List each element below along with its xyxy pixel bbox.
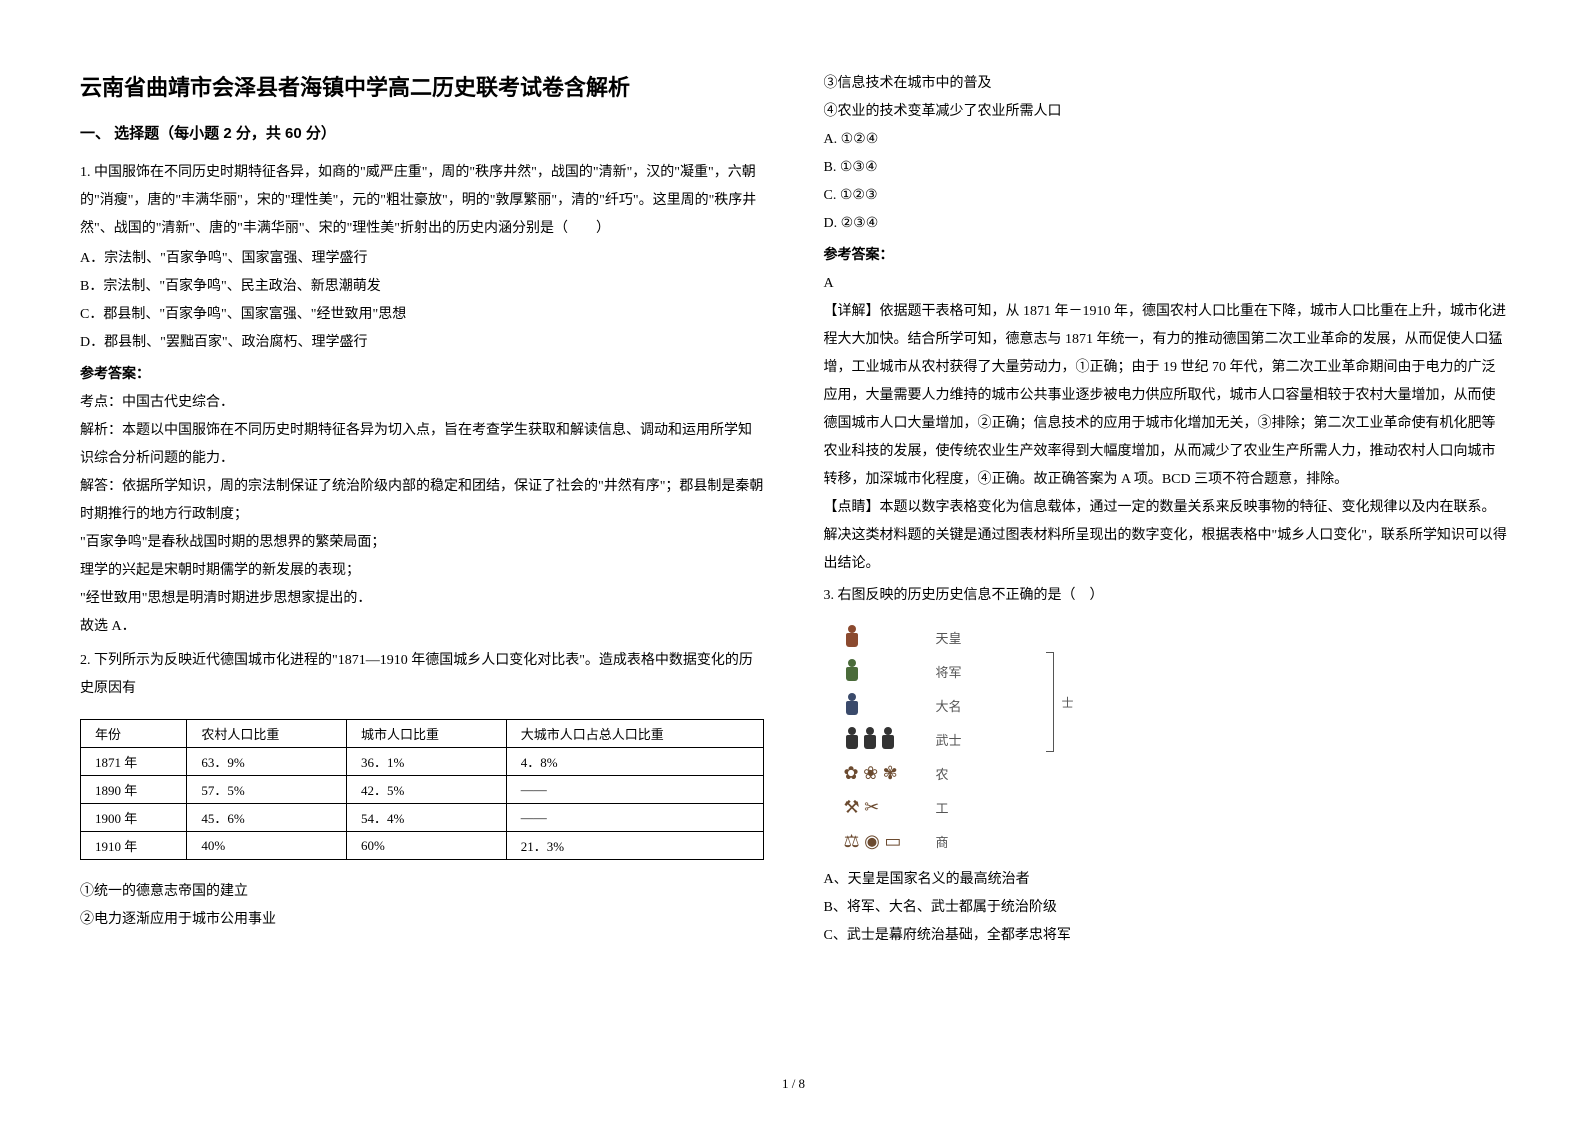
table-cell: 1900 年	[81, 804, 187, 832]
q1-explain-0: 考点：中国古代史综合．	[80, 389, 764, 417]
q3-choice-b: B、将军、大名、武士都属于统治阶级	[824, 894, 1508, 922]
q2-choice-a: A. ①②④	[824, 126, 1508, 154]
diagram-label-5: 工	[936, 798, 949, 817]
emperor-icon	[844, 625, 924, 649]
q2-item-1: ①统一的德意志帝国的建立	[80, 878, 764, 906]
q1-explain-2: 解答：依据所学知识，周的宗法制保证了统治阶级内部的稳定和团结，保证了社会的"井然…	[80, 473, 764, 529]
table-cell: 40%	[187, 832, 347, 860]
table-row: 1871 年 63．9% 36．1% 4．8%	[81, 748, 764, 776]
table-row: 1890 年 57．5% 42．5% ——	[81, 776, 764, 804]
q2-item-4: ④农业的技术变革减少了农业所需人口	[824, 98, 1508, 126]
table-row: 1910 年 40% 60% 21．3%	[81, 832, 764, 860]
table-cell: 60%	[347, 832, 507, 860]
samurai-icon	[844, 727, 924, 751]
table-cell: 63．9%	[187, 748, 347, 776]
merchant-icon: ⚖ ◉ ▭	[844, 831, 924, 852]
diagram-row-emperor: 天皇	[844, 620, 1084, 654]
diagram-row-samurai: 武士	[844, 722, 1084, 756]
q3-choice-a: A、天皇是国家名义的最高统治者	[824, 866, 1508, 894]
table-row: 1900 年 45．6% 54．4% ——	[81, 804, 764, 832]
table-cell: 1871 年	[81, 748, 187, 776]
diagram-label-6: 商	[936, 832, 949, 851]
diagram-row-daimyo: 大名	[844, 688, 1084, 722]
table-cell: 1910 年	[81, 832, 187, 860]
q1-choice-c: C．郡县制、"百家争鸣"、国家富强、"经世致用"思想	[80, 301, 764, 329]
q2-table: 年份 农村人口比重 城市人口比重 大城市人口占总人口比重 1871 年 63．9…	[80, 719, 764, 860]
table-cell: 21．3%	[506, 832, 763, 860]
q1-stem: 1. 中国服饰在不同历史时期特征各异，如商的"威严庄重"，周的"秩序井然"，战国…	[80, 159, 764, 243]
q2-answer-label: 参考答案：	[824, 244, 1508, 264]
q1-explain-1: 解析：本题以中国服饰在不同历史时期特征各异为切入点，旨在考查学生获取和解读信息、…	[80, 417, 764, 473]
table-header-row: 年份 农村人口比重 城市人口比重 大城市人口占总人口比重	[81, 720, 764, 748]
q2-item-2: ②电力逐渐应用于城市公用事业	[80, 906, 764, 934]
diagram-row-merchant: ⚖ ◉ ▭ 商	[844, 824, 1084, 858]
table-cell: 4．8%	[506, 748, 763, 776]
q2-stem: 2. 下列所示为反映近代德国城市化进程的"1871—1910 年德国城乡人口变化…	[80, 647, 764, 703]
q1-explain-4: 理学的兴起是宋朝时期儒学的新发展的表现；	[80, 557, 764, 585]
q2-answer: A	[824, 270, 1508, 298]
table-col-3: 大城市人口占总人口比重	[506, 720, 763, 748]
diagram-row-shogun: 将军	[844, 654, 1084, 688]
table-cell: ——	[506, 804, 763, 832]
diagram-row-craftsman: ⚒ ✂ 工	[844, 790, 1084, 824]
table-cell: 57．5%	[187, 776, 347, 804]
table-cell: ——	[506, 776, 763, 804]
table-cell: 36．1%	[347, 748, 507, 776]
shogun-icon	[844, 659, 924, 683]
section-heading: 一、 选择题（每小题 2 分，共 60 分）	[80, 122, 764, 143]
table-cell: 54．4%	[347, 804, 507, 832]
q2-explain-0: 【详解】依据题干表格可知，从 1871 年－1910 年，德国农村人口比重在下降…	[824, 298, 1508, 494]
right-column: ③信息技术在城市中的普及 ④农业的技术变革减少了农业所需人口 A. ①②④ B.…	[824, 70, 1508, 1092]
craftsman-icon: ⚒ ✂	[844, 797, 924, 818]
q3-choice-c: C、武士是幕府统治基础，全都孝忠将军	[824, 922, 1508, 950]
diagram-label-3: 武士	[936, 730, 962, 749]
diagram-row-farmer: ✿ ❀ ✾ 农	[844, 756, 1084, 790]
q1-explain-5: "经世致用"思想是明清时期进步思想家提出的．	[80, 585, 764, 613]
table-col-1: 农村人口比重	[187, 720, 347, 748]
diagram-label-0: 天皇	[936, 628, 962, 647]
diagram-label-1: 将军	[936, 662, 962, 681]
q1-explain-3: "百家争鸣"是春秋战国时期的思想界的繁荣局面；	[80, 529, 764, 557]
q3-stem: 3. 右图反映的历史历史信息不正确的是（ ）	[824, 582, 1508, 610]
table-cell: 1890 年	[81, 776, 187, 804]
q1-choice-d: D．郡县制、"罢黜百家"、政治腐朽、理学盛行	[80, 329, 764, 357]
q1-choice-a: A．宗法制、"百家争鸣"、国家富强、理学盛行	[80, 245, 764, 273]
q2-choice-c: C. ①②③	[824, 182, 1508, 210]
daimyo-icon	[844, 693, 924, 717]
diagram-label-2: 大名	[936, 696, 962, 715]
page-number: 1 / 8	[782, 1076, 805, 1092]
table-cell: 42．5%	[347, 776, 507, 804]
q2-choice-b: B. ①③④	[824, 154, 1508, 182]
q2-choice-d: D. ②③④	[824, 210, 1508, 238]
diagram-label-4: 农	[936, 764, 949, 783]
table-col-2: 城市人口比重	[347, 720, 507, 748]
q1-explain-6: 故选 A．	[80, 613, 764, 641]
q2-explain-1: 【点睛】本题以数字表格变化为信息载体，通过一定的数量关系来反映事物的特征、变化规…	[824, 494, 1508, 578]
table-col-0: 年份	[81, 720, 187, 748]
table-cell: 45．6%	[187, 804, 347, 832]
q1-answer-label: 参考答案：	[80, 363, 764, 383]
farmer-icon: ✿ ❀ ✾	[844, 763, 924, 784]
q2-item-3: ③信息技术在城市中的普及	[824, 70, 1508, 98]
q3-diagram: 士 天皇 将军 大名 武士 ✿ ❀ ✾ 农 ⚒ ✂	[824, 612, 1084, 866]
left-column: 云南省曲靖市会泽县者海镇中学高二历史联考试卷含解析 一、 选择题（每小题 2 分…	[80, 70, 764, 1092]
page-title: 云南省曲靖市会泽县者海镇中学高二历史联考试卷含解析	[80, 70, 764, 102]
q1-choice-b: B．宗法制、"百家争鸣"、民主政治、新思潮萌发	[80, 273, 764, 301]
